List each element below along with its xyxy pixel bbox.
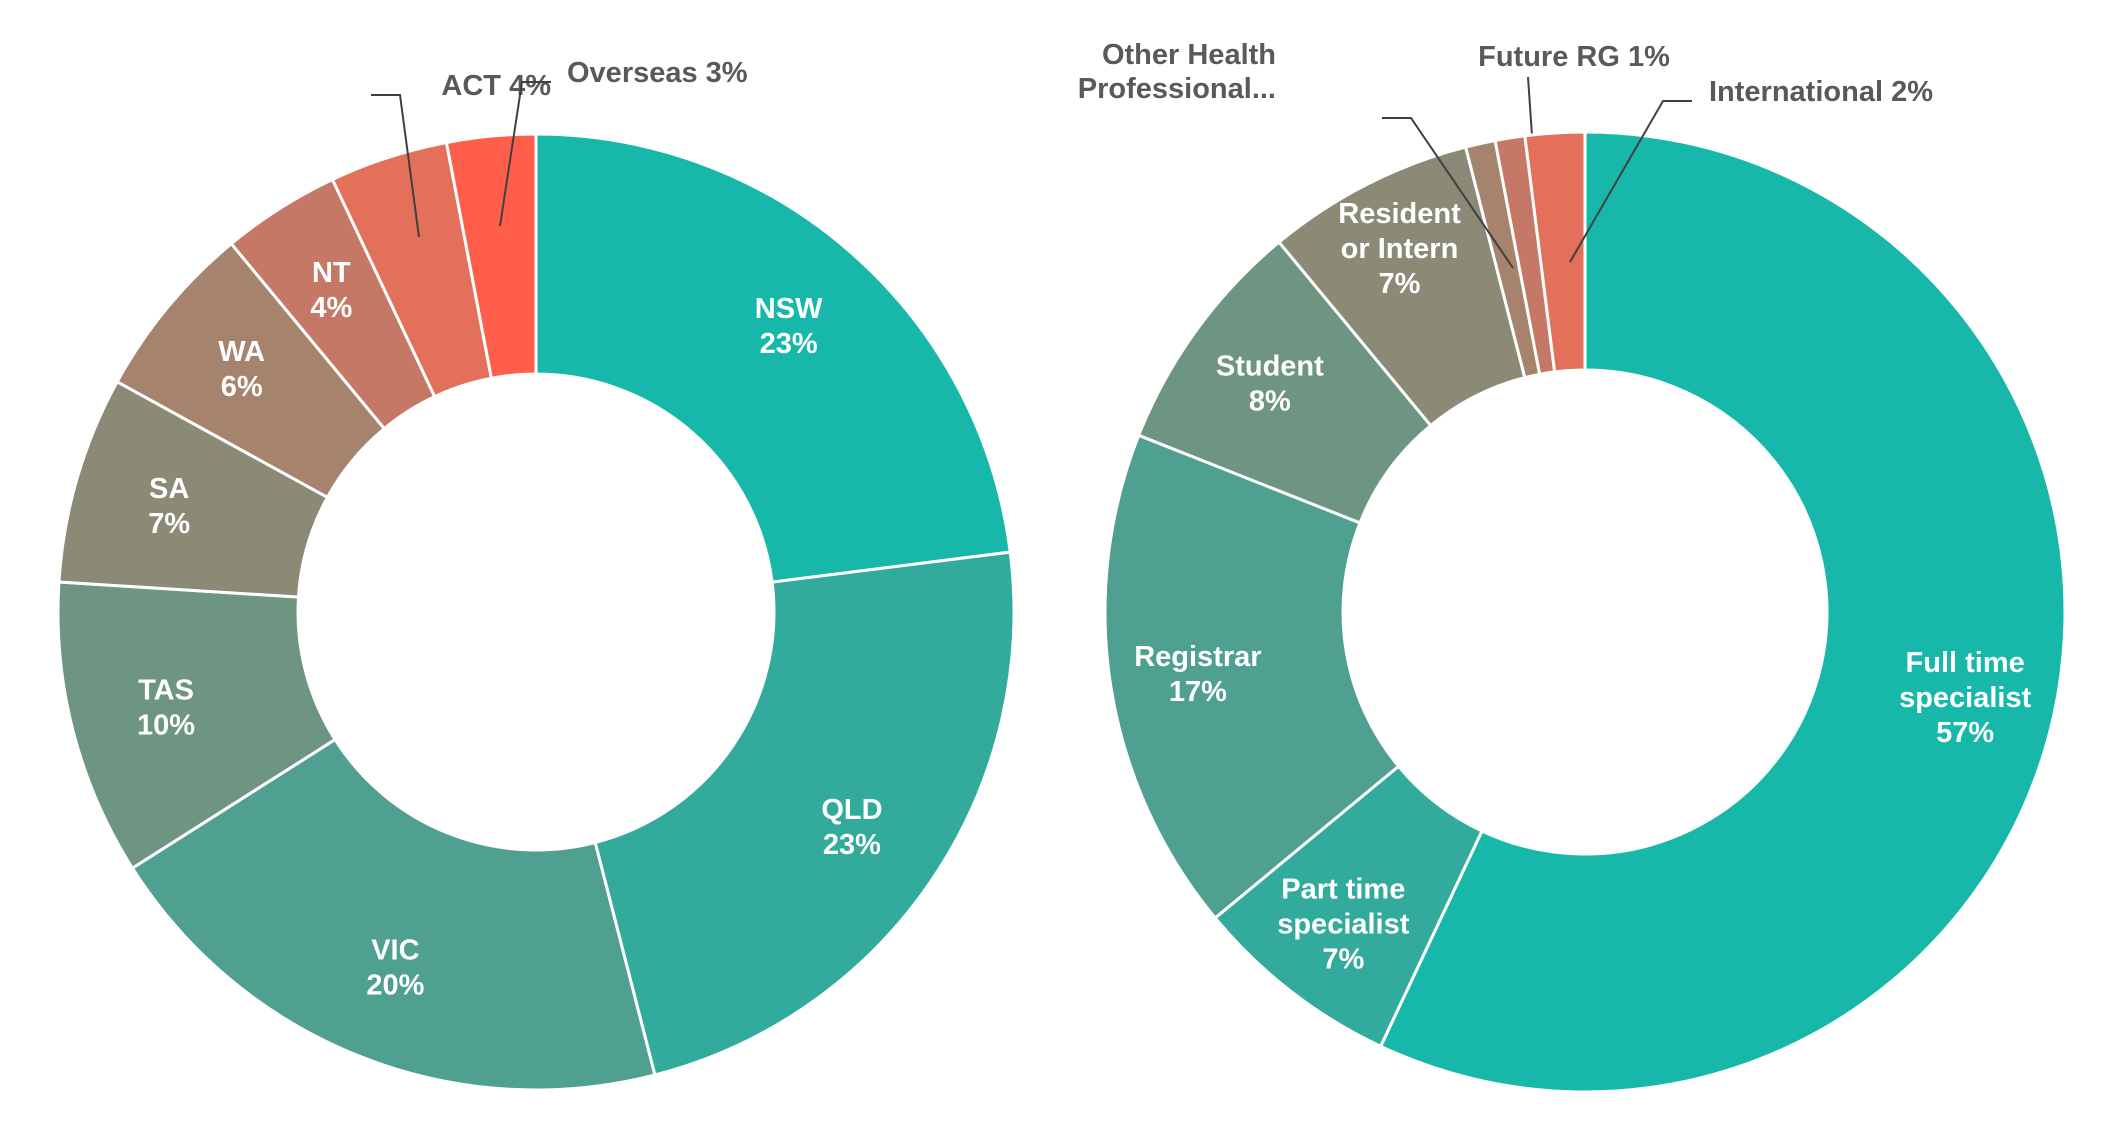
leader-line-overseas — [499, 81, 551, 227]
label-nsw: NSW 23% — [755, 293, 823, 360]
label-qld: QLD 23% — [821, 794, 882, 861]
label-resident-or-intern: Resident or Intern 7% — [1338, 198, 1461, 300]
label-overseas: Overseas 3% — [567, 57, 748, 89]
label-nt: NT 4% — [310, 257, 352, 324]
label-tas: TAS 10% — [137, 674, 195, 741]
label-act: ACT 4% — [441, 70, 551, 102]
slice-nsw[interactable] — [534, 132, 1012, 584]
state-donut-chart: NSW 23% QLD 23% VIC 20% TAS 10% SA 7% WA 6% NT 4% ACT … — [56, 57, 1016, 1092]
slice-tas[interactable] — [56, 580, 338, 871]
label-part-time-specialist: Part time specialist 7% — [1277, 874, 1410, 976]
slice-registrar[interactable] — [1103, 433, 1401, 921]
label-international: International 2% — [1709, 76, 1933, 108]
slice-full-time-specialist[interactable] — [1378, 130, 2067, 1094]
slice-vic[interactable] — [130, 737, 657, 1092]
label-wa: WA 6% — [218, 336, 265, 403]
slice-overseas[interactable] — [444, 132, 538, 380]
label-registrar: Registrar 17% — [1134, 641, 1261, 708]
slice-qld[interactable] — [593, 550, 1016, 1077]
label-full-time-specialist: Full time specialist 57% — [1899, 647, 2032, 749]
leader-line-other-health-professional — [1382, 117, 1514, 269]
label-sa: SA 7% — [148, 473, 190, 540]
slice-international[interactable] — [1523, 130, 1587, 374]
label-student: Student 8% — [1216, 351, 1324, 418]
leader-line-act — [371, 94, 420, 238]
leader-line-international — [1569, 100, 1692, 263]
label-vic: VIC 20% — [366, 935, 424, 1002]
label-other-health-professional: Other Health Professional... — [1078, 39, 1276, 105]
label-future-rg: Future RG 1% — [1478, 41, 1670, 73]
role-donut-chart: Full time specialist 57% Part time specialis… — [1078, 39, 2067, 1094]
